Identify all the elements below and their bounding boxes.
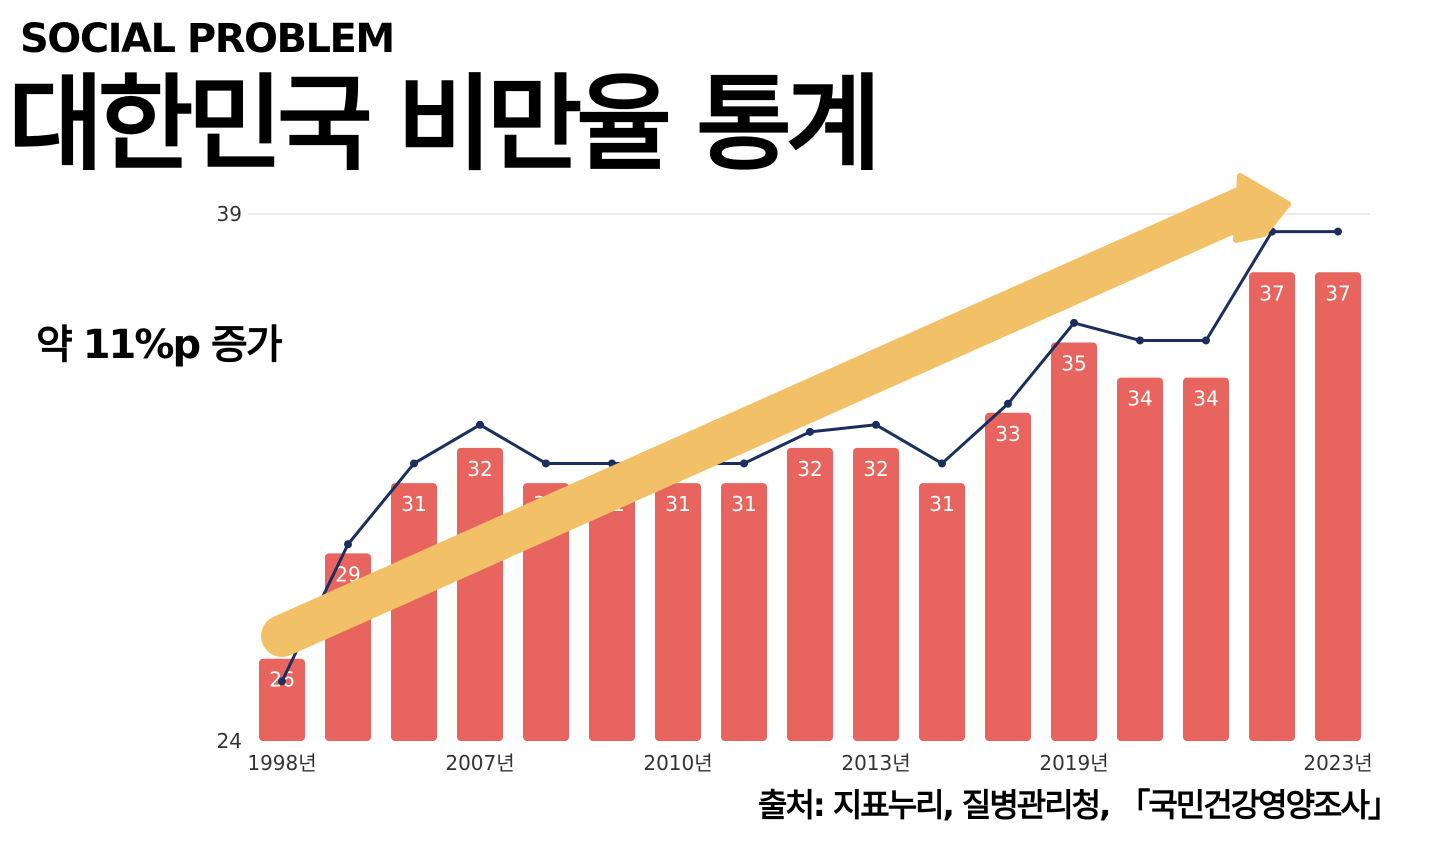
x-tick-label: 2023년 [1303, 751, 1372, 775]
source-note: 출처: 지표누리, 질병관리청, 「국민건강영양조사」 [758, 786, 1400, 824]
line-point [410, 459, 418, 468]
y-tick-label: 24 [217, 729, 242, 753]
bar-value-label: 32 [797, 457, 822, 481]
line-point [806, 427, 814, 436]
x-tick-label: 2019년 [1039, 751, 1108, 775]
line-point [476, 420, 484, 429]
page-title: 대한민국 비만율 통계 [8, 63, 882, 185]
bars-layer: 2629313231313131323231333534343737 [259, 272, 1361, 741]
bar [523, 483, 569, 741]
bar-value-label: 32 [863, 457, 888, 481]
bar [919, 483, 965, 741]
bar-value-label: 33 [995, 422, 1020, 446]
bar [721, 483, 767, 741]
axis-layer: 24 39 1998년 2007년 2010년 2013년 2019년 2023년 [217, 202, 1373, 775]
y-tick-label: 39 [217, 202, 242, 226]
line-point [344, 540, 352, 549]
x-tick-label: 2007년 [445, 751, 514, 775]
x-tick-label: 1998년 [247, 751, 316, 775]
trend-arrow-head [1233, 173, 1291, 243]
bar-value-label: 32 [467, 457, 492, 481]
line-point [872, 420, 880, 429]
bar [655, 483, 701, 741]
bar [1183, 377, 1229, 741]
line-point [1136, 336, 1144, 345]
bar [391, 483, 437, 741]
x-tick-label: 2013년 [841, 751, 910, 775]
bar [1315, 272, 1361, 741]
line-point [1334, 227, 1342, 236]
bar [1249, 272, 1295, 741]
trend-arrow [261, 173, 1291, 657]
line-point [1070, 318, 1078, 327]
line-point [542, 459, 550, 468]
increase-annotation: 약 11%p 증가 [36, 322, 283, 368]
bar-value-label: 31 [731, 492, 756, 516]
bar [1117, 377, 1163, 741]
bar [589, 483, 635, 741]
x-tick-label: 2010년 [643, 751, 712, 775]
bar [457, 447, 503, 741]
bar-value-label: 37 [1259, 281, 1284, 305]
kicker-label: SOCIAL PROBLEM [20, 16, 395, 62]
bar-value-label: 31 [401, 492, 426, 516]
bar [1051, 342, 1097, 741]
trend-arrow-shaft [261, 185, 1267, 657]
bar-value-label: 31 [665, 492, 690, 516]
bar-value-label: 34 [1127, 387, 1152, 411]
line-point [938, 459, 946, 468]
line-point [1202, 336, 1210, 345]
line-point [740, 459, 748, 468]
bar-value-label: 35 [1061, 352, 1086, 376]
line-point [1004, 399, 1012, 408]
bar [787, 447, 833, 741]
bar [985, 412, 1031, 741]
bar-value-label: 31 [929, 492, 954, 516]
bar-value-label: 37 [1325, 281, 1350, 305]
bar-value-label: 34 [1193, 387, 1218, 411]
bar [259, 658, 305, 741]
bar [853, 447, 899, 741]
line-point [278, 677, 286, 686]
